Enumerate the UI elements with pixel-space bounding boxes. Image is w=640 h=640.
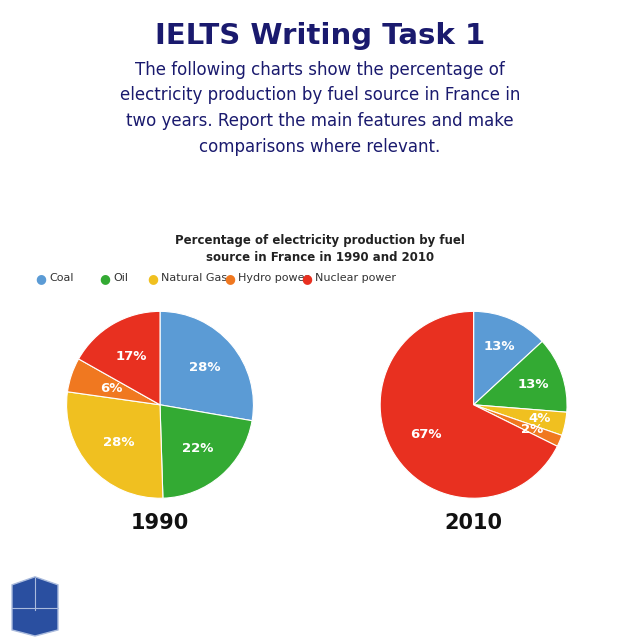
Wedge shape xyxy=(474,312,542,405)
Text: Percentage of electricity production by fuel
source in France in 1990 and 2010: Percentage of electricity production by … xyxy=(175,234,465,264)
Polygon shape xyxy=(12,577,58,636)
Text: www.AEHelp.com: www.AEHelp.com xyxy=(70,598,246,616)
Wedge shape xyxy=(380,312,557,498)
Text: Hydro power: Hydro power xyxy=(238,273,309,284)
Text: ●: ● xyxy=(224,272,235,285)
Wedge shape xyxy=(160,405,252,498)
Wedge shape xyxy=(67,359,160,405)
Wedge shape xyxy=(474,405,562,446)
Text: 13%: 13% xyxy=(483,340,515,353)
Text: Coal: Coal xyxy=(49,273,74,284)
Wedge shape xyxy=(160,312,253,420)
Text: Oil: Oil xyxy=(113,273,128,284)
Text: 2%: 2% xyxy=(521,423,543,436)
Text: IELTS Writing Task 1: IELTS Writing Task 1 xyxy=(155,22,485,51)
Text: ●: ● xyxy=(147,272,158,285)
Text: 67%: 67% xyxy=(410,428,442,441)
Text: 28%: 28% xyxy=(189,361,220,374)
Text: 17%: 17% xyxy=(116,350,147,363)
Text: 1990: 1990 xyxy=(131,513,189,533)
Wedge shape xyxy=(474,405,567,435)
Text: ●: ● xyxy=(35,272,46,285)
Text: 13%: 13% xyxy=(518,378,549,390)
Wedge shape xyxy=(79,312,160,405)
Text: ●: ● xyxy=(99,272,110,285)
Text: Nuclear power: Nuclear power xyxy=(315,273,396,284)
Wedge shape xyxy=(67,392,163,498)
Text: 4%: 4% xyxy=(528,412,550,425)
Text: 2010: 2010 xyxy=(445,513,502,533)
Text: 6%: 6% xyxy=(100,382,122,395)
Text: 28%: 28% xyxy=(102,436,134,449)
Text: Natural Gas: Natural Gas xyxy=(161,273,227,284)
Wedge shape xyxy=(474,341,567,412)
Text: The following charts show the percentage of
electricity production by fuel sourc: The following charts show the percentage… xyxy=(120,61,520,156)
Text: ●: ● xyxy=(301,272,312,285)
Text: 22%: 22% xyxy=(182,442,214,455)
